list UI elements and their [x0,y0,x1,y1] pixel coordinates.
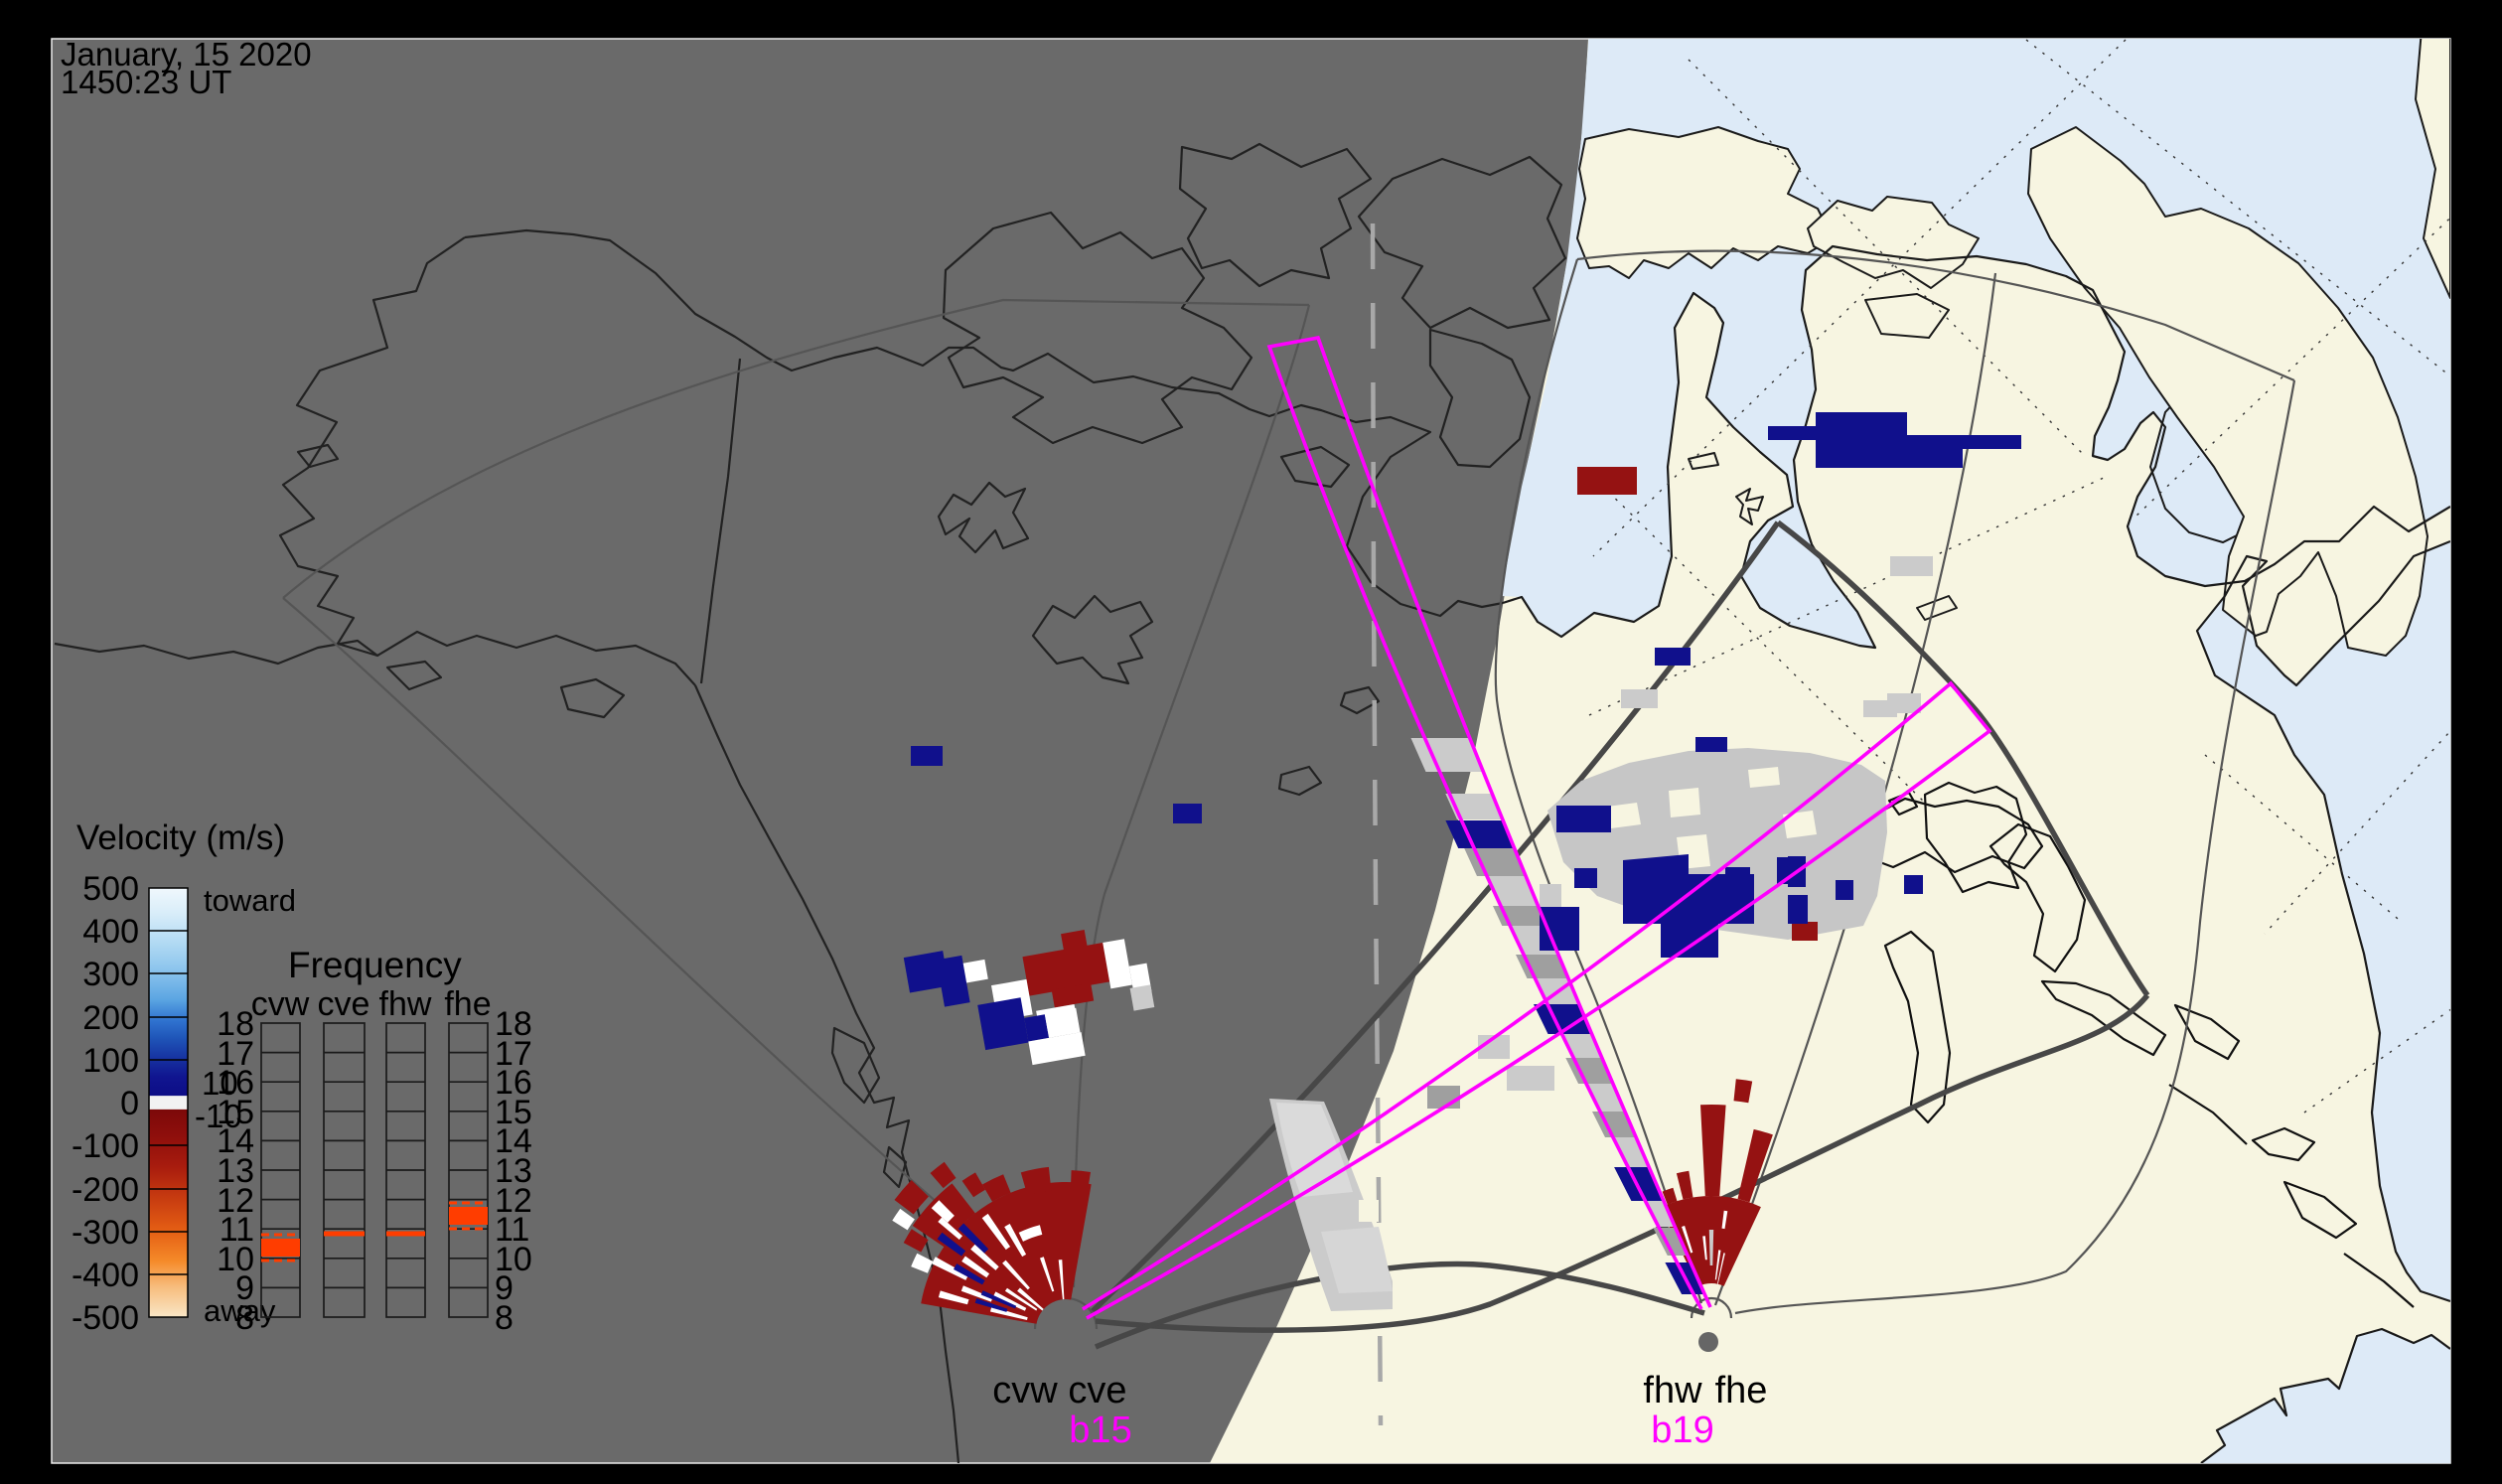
svg-text:10: 10 [217,1241,254,1278]
svg-text:12: 12 [217,1182,254,1220]
svg-text:500: 500 [82,870,139,908]
svg-text:cve: cve [1068,1370,1126,1411]
svg-text:1450:23 UT: 1450:23 UT [61,64,231,100]
svg-text:13: 13 [495,1152,532,1190]
svg-text:-500: -500 [72,1299,139,1337]
svg-text:11: 11 [495,1211,529,1249]
svg-text:-10: -10 [195,1098,242,1134]
svg-text:fhw: fhw [1643,1370,1702,1411]
svg-text:b19: b19 [1651,1410,1713,1451]
svg-text:fhw: fhw [379,985,432,1023]
svg-text:away: away [204,1293,276,1328]
svg-text:0: 0 [120,1085,139,1122]
svg-text:fhe: fhe [1715,1370,1768,1411]
svg-text:Frequency: Frequency [288,945,462,985]
svg-text:100: 100 [82,1042,139,1080]
svg-text:14: 14 [217,1122,254,1160]
svg-text:18: 18 [495,1005,532,1043]
svg-text:10: 10 [495,1241,532,1278]
svg-text:toward: toward [204,883,296,918]
svg-text:300: 300 [82,956,139,993]
svg-text:b15: b15 [1069,1410,1131,1451]
svg-text:-100: -100 [72,1127,139,1165]
svg-text:14: 14 [495,1122,532,1160]
svg-text:fhe: fhe [444,985,491,1023]
svg-text:8: 8 [235,1299,254,1337]
svg-text:Velocity (m/s): Velocity (m/s) [76,818,285,857]
svg-text:16: 16 [217,1064,254,1102]
svg-text:16: 16 [495,1064,532,1102]
svg-text:-400: -400 [72,1257,139,1294]
svg-text:200: 200 [82,999,139,1037]
svg-text:400: 400 [82,913,139,951]
svg-text:13: 13 [217,1152,254,1190]
svg-text:10: 10 [202,1065,238,1102]
svg-text:cvw: cvw [992,1370,1058,1411]
svg-text:9: 9 [495,1269,514,1307]
svg-text:-300: -300 [72,1214,139,1252]
svg-text:15: 15 [217,1094,254,1131]
svg-text:cve: cve [318,985,370,1023]
svg-text:cvw: cvw [251,985,310,1023]
svg-text:18: 18 [217,1005,254,1043]
svg-text:8: 8 [495,1299,514,1337]
svg-text:12: 12 [495,1182,532,1220]
svg-text:-200: -200 [72,1171,139,1209]
svg-text:9: 9 [235,1269,254,1307]
svg-text:January, 15 2020: January, 15 2020 [61,36,312,73]
svg-text:11: 11 [220,1211,254,1249]
svg-text:17: 17 [495,1035,532,1073]
svg-text:17: 17 [217,1035,254,1073]
svg-text:15: 15 [495,1094,532,1131]
